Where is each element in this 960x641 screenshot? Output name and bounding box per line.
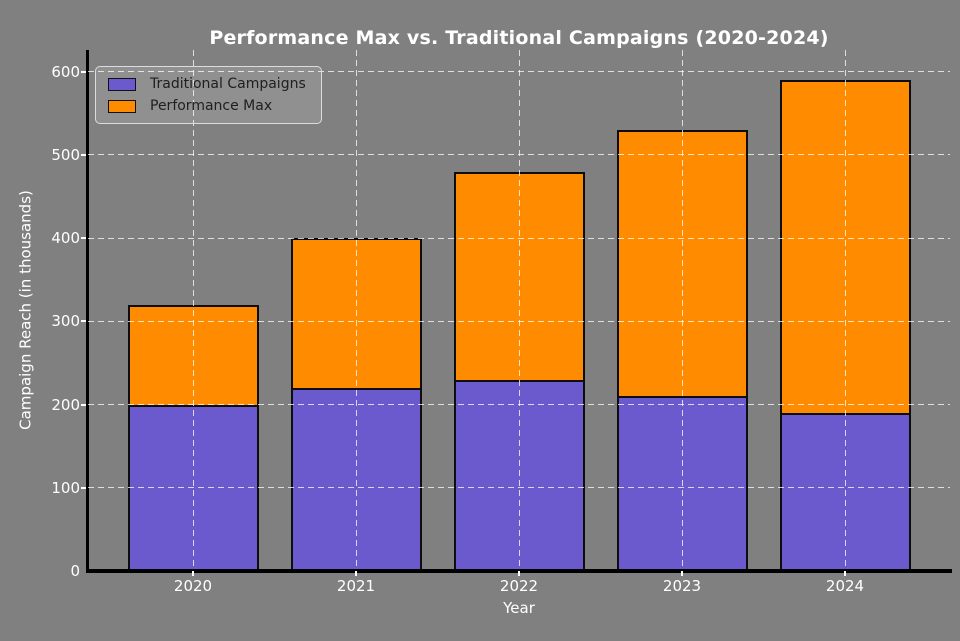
x-tick-label-2021: 2021 [336, 577, 376, 595]
gridline-v-2021 [355, 50, 357, 569]
y-tick-label-500: 500 [51, 145, 80, 164]
legend-label: Performance Max [150, 98, 273, 114]
gridline-v-2023 [681, 50, 683, 569]
plot-area: Traditional Campaigns Performance Max 0 10… [51, 50, 952, 595]
x-tick-mark-2024 [844, 571, 846, 576]
gridline-v-2022 [518, 50, 520, 569]
x-tick-mark-2020 [192, 571, 194, 576]
x-tick-mark-2023 [681, 571, 683, 576]
y-tick-mark-500 [81, 153, 86, 156]
x-axis-label: Year [503, 599, 535, 617]
y-tick-label-600: 600 [51, 62, 80, 81]
x-tick-label-2023: 2023 [662, 577, 702, 595]
y-tick-mark-100 [81, 486, 86, 489]
legend-row-1: Traditional Campaigns [104, 73, 313, 95]
legend-label: Traditional Campaigns [150, 76, 306, 92]
y-tick-label-0: 0 [70, 562, 80, 580]
legend-swatch-icon [108, 99, 136, 113]
y-tick-label-300: 300 [51, 312, 80, 331]
x-tick-label-2024: 2024 [825, 577, 865, 595]
legend-row-2: Performance Max [104, 95, 313, 117]
gridline-v-2020 [192, 50, 194, 569]
x-tick-mark-2021 [355, 571, 357, 576]
y-axis-spine [86, 50, 89, 573]
x-tick-label-2022: 2022 [499, 577, 539, 595]
legend: Traditional Campaigns Performance Max [95, 66, 322, 124]
y-tick-label-400: 400 [51, 229, 80, 248]
x-tick-mark-2022 [518, 571, 520, 576]
y-tick-mark-200 [81, 403, 86, 406]
y-tick-label-100: 100 [51, 478, 80, 497]
legend-swatch-icon [108, 77, 136, 91]
y-tick-mark-400 [81, 237, 86, 240]
gridline-v-2024 [844, 50, 846, 569]
y-tick-mark-300 [81, 320, 86, 323]
x-tick-label-2020: 2020 [173, 577, 213, 595]
chart-title: Performance Max vs. Traditional Campaign… [209, 27, 829, 49]
y-tick-mark-600 [81, 70, 86, 73]
y-tick-label-200: 200 [51, 395, 80, 414]
